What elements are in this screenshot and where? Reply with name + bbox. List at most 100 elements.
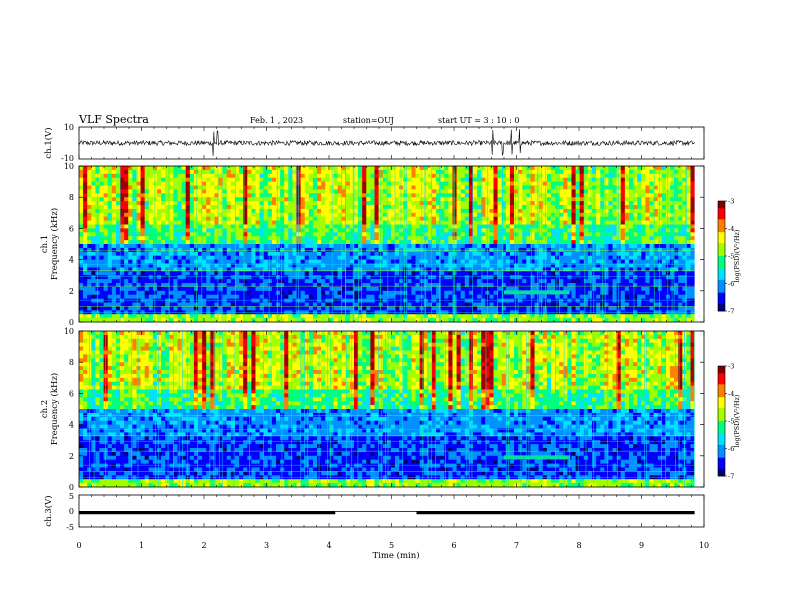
spec2-ytick-6: 6 xyxy=(69,389,74,398)
colorbar-cell xyxy=(718,252,725,255)
spec1-ytick-2: 2 xyxy=(69,287,74,296)
colorbar-cell xyxy=(718,219,725,222)
colorbar-cell xyxy=(718,400,725,404)
colorbar-cell xyxy=(718,439,725,442)
ch2-spectrogram-ylabel-line2: Frequency (kHz) xyxy=(49,373,60,445)
ch3-ytick-0: 0 xyxy=(69,507,74,516)
colorbar-cell xyxy=(718,426,725,429)
colorbar-cell xyxy=(718,395,725,398)
colorbar-cell xyxy=(718,261,725,264)
colorbar-cell xyxy=(718,444,725,448)
spec2-ytick-0: 0 xyxy=(69,483,74,492)
colorbar-cell xyxy=(718,399,725,402)
colorbar-cell xyxy=(718,265,725,268)
colorbar-cell xyxy=(718,221,725,224)
colorbar-cell xyxy=(718,248,725,251)
colorbar-cell xyxy=(718,461,725,464)
colorbar-cell xyxy=(718,278,725,281)
colorbar-cell xyxy=(718,232,725,235)
colorbar-tick: -5 xyxy=(728,253,734,261)
colorbar-cell xyxy=(718,367,725,371)
ch3-ytick-5: 5 xyxy=(69,492,74,501)
colorbar-cell xyxy=(718,474,725,477)
colorbar-cell xyxy=(718,307,725,310)
spec1-ytick-4: 4 xyxy=(69,256,74,265)
spec2-ytick-4: 4 xyxy=(69,421,74,430)
colorbar-cell xyxy=(718,285,725,288)
colorbar-cell xyxy=(718,305,725,308)
header-station: station=OUJ xyxy=(343,116,394,125)
x-tick-label: 5 xyxy=(389,541,394,550)
colorbar-cell xyxy=(718,239,725,242)
header-date: Feb. 1 , 2023 xyxy=(250,116,303,125)
spec1-ytick-0: 0 xyxy=(69,318,74,327)
ch1-waveform-ylabel: ch.1(V) xyxy=(43,127,54,158)
colorbar-cell xyxy=(718,283,725,286)
colorbar-cell xyxy=(718,454,725,457)
ch3-waveform-panel: 5 0 -5 ch.3(V) xyxy=(43,492,705,532)
colorbar-cell xyxy=(718,437,725,440)
spec2-ytick-8: 8 xyxy=(69,358,74,367)
colorbar-cell xyxy=(718,430,725,433)
colorbar-cell xyxy=(718,289,725,292)
colorbar-cell xyxy=(718,435,725,438)
x-axis-label: Time (min) xyxy=(372,550,419,561)
colorbar-cell xyxy=(718,290,725,294)
colorbar-cell xyxy=(718,452,725,455)
colorbar-cell xyxy=(718,421,725,424)
colorbar-cell xyxy=(718,267,725,270)
colorbar-cell xyxy=(718,419,725,422)
x-tick-label: 10 xyxy=(699,541,709,550)
colorbar-tick: -7 xyxy=(728,308,734,316)
colorbar-cell xyxy=(718,472,725,475)
colorbar-cell xyxy=(718,468,725,471)
colorbar-cell xyxy=(718,378,725,382)
ch1-spectrogram-ylabel-line1: ch.1 xyxy=(40,235,50,253)
colorbar-cell xyxy=(718,375,725,378)
colorbar-cell xyxy=(718,386,725,389)
colorbar-cell xyxy=(718,210,725,213)
x-tick-label: 6 xyxy=(451,541,456,550)
x-axis-tick-labels: 0 1 2 3 4 5 6 7 8 9 10 xyxy=(76,541,709,550)
colorbar-cell xyxy=(718,287,725,290)
colorbar-cell xyxy=(718,371,725,374)
colorbar-cell xyxy=(718,309,725,312)
colorbar-cell xyxy=(718,263,725,266)
colorbar-cell xyxy=(718,380,725,383)
colorbar-cell xyxy=(718,204,725,207)
colorbar-cell xyxy=(718,213,725,217)
colorbar-cell xyxy=(718,397,725,400)
colorbar-cell xyxy=(718,459,725,462)
colorbar-tick: -6 xyxy=(728,280,734,288)
colorbar-cell xyxy=(718,300,725,303)
colorbar-cell xyxy=(718,298,725,301)
colorbar-cell xyxy=(718,235,725,239)
colorbar-cell xyxy=(718,432,725,435)
colorbar-cell xyxy=(718,443,725,446)
colorbar-label: log(PSD)(V²/Hz) xyxy=(733,229,741,282)
colorbar-cell xyxy=(718,281,725,284)
colorbar-cell xyxy=(718,411,725,415)
colorbar-cell xyxy=(718,201,725,204)
colorbar-cell xyxy=(718,237,725,240)
ch1-waveform-panel: 10 -10 ch.1(V) xyxy=(43,123,705,163)
colorbar-cell xyxy=(718,408,725,411)
ch3-waveform-line xyxy=(79,510,695,515)
colorbar-cell xyxy=(718,257,725,261)
colorbar-tick: -6 xyxy=(728,445,734,453)
ch3-ytick-neg5: -5 xyxy=(66,523,74,532)
ch1-ytick-top: 10 xyxy=(64,123,74,132)
colorbar-cell xyxy=(718,279,725,283)
colorbar-cell xyxy=(718,223,725,226)
colorbar-tick: -7 xyxy=(728,473,734,481)
colorbar-cell xyxy=(718,303,725,306)
colorbar-cell xyxy=(718,422,725,426)
colorbar-tick: -3 xyxy=(728,198,734,206)
x-tick-label: 7 xyxy=(514,541,519,550)
colorbar-cell xyxy=(718,217,725,220)
colorbar-tick: -4 xyxy=(728,225,734,233)
colorbar-cell xyxy=(718,424,725,427)
spec1-ytick-10: 10 xyxy=(64,162,74,171)
colorbar-cell xyxy=(718,455,725,459)
colorbar-cell xyxy=(718,366,725,369)
